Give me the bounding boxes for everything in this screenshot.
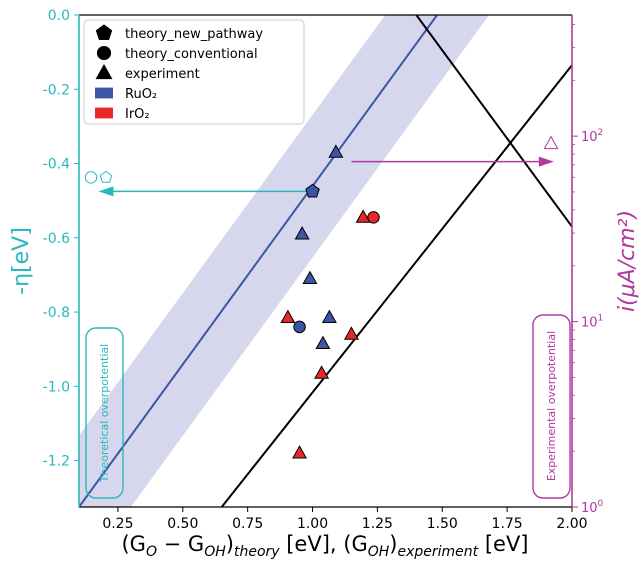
data-point-triangle-5 [321, 309, 337, 324]
legend-label: IrO₂ [125, 107, 150, 122]
y-right-tick-label: 101 [581, 314, 603, 331]
data-point-triangle-3 [294, 226, 310, 240]
legend-marker-circle [96, 45, 112, 61]
x-tick-label: 1.75 [492, 516, 523, 532]
data-point-triangle-9 [355, 209, 371, 223]
y-left-tick-label: -0.4 [43, 157, 70, 173]
theoretical-overpotential-box [85, 327, 124, 499]
data-point-triangle-13 [292, 445, 308, 459]
x-tick-label: 1.00 [297, 516, 328, 532]
x-tick-label: 1.50 [427, 516, 458, 532]
theory-arrow-head [98, 186, 114, 197]
data-point-triangle-4 [302, 270, 318, 285]
legend-label: theory_new_pathway [125, 27, 263, 42]
data-point-triangle-12 [314, 365, 330, 379]
legend-marker-square [95, 87, 113, 99]
y-right-tick-label: 100 [581, 499, 604, 516]
x-tick-label: 2.00 [556, 516, 587, 532]
data-point-triangle-6 [315, 335, 331, 350]
data-point-pentagon-1 [305, 183, 320, 198]
legend-box [83, 19, 305, 125]
x-tick-label: 1.25 [362, 516, 393, 532]
y-left-tick-label: -0.2 [43, 82, 70, 98]
y-right-tick-label: 102 [581, 128, 603, 145]
experiment-line-1 [220, 64, 572, 507]
theory-fit-line [79, 15, 438, 507]
data-point-triangle-2 [328, 144, 344, 158]
y-left-tick-label: -1.0 [43, 379, 70, 395]
y-left-tick-label: -0.6 [43, 231, 70, 247]
y-right-axis-title: i(μA/cm²) [615, 210, 640, 312]
legend-label: experiment [125, 67, 200, 82]
x-axis-title: (GO − GOH)theory [eV], (GOH)experiment [… [121, 532, 528, 560]
y-left-axis-title: -η[eV] [9, 227, 34, 295]
data-point-circle-7 [293, 320, 306, 334]
theoretical-overpotential-label: Theoretical overpotential [98, 344, 111, 483]
y-left-tick-label: 0.0 [48, 8, 70, 24]
legend-marker-square [95, 107, 113, 119]
theory-arrow-circle-marker [84, 171, 98, 184]
experiment-arrow-triangle-marker [543, 135, 559, 150]
x-tick-label: 0.25 [102, 516, 133, 532]
theory-uncertainty-band [79, 15, 489, 507]
legend-label: RuO₂ [125, 87, 157, 102]
legend-label: theory_conventional [125, 47, 258, 62]
y-left-tick-label: -0.8 [43, 305, 70, 321]
legend-marker-pentagon [95, 24, 113, 40]
x-tick-label: 0.50 [167, 516, 198, 532]
experimental-overpotential-label: Experimental overpotential [545, 331, 558, 481]
data-point-circle-8 [367, 211, 380, 224]
x-tick-label: 0.75 [232, 516, 263, 532]
theory-arrow-pentagon-marker [99, 170, 113, 183]
experimental-overpotential-box [532, 314, 571, 499]
y-left-tick-label: -1.2 [43, 454, 70, 470]
data-point-triangle-10 [280, 309, 296, 324]
experiment-arrow-head [538, 156, 554, 167]
data-point-triangle-11 [343, 326, 359, 340]
experiment-line-2 [415, 15, 572, 228]
legend-marker-triangle [95, 63, 113, 80]
